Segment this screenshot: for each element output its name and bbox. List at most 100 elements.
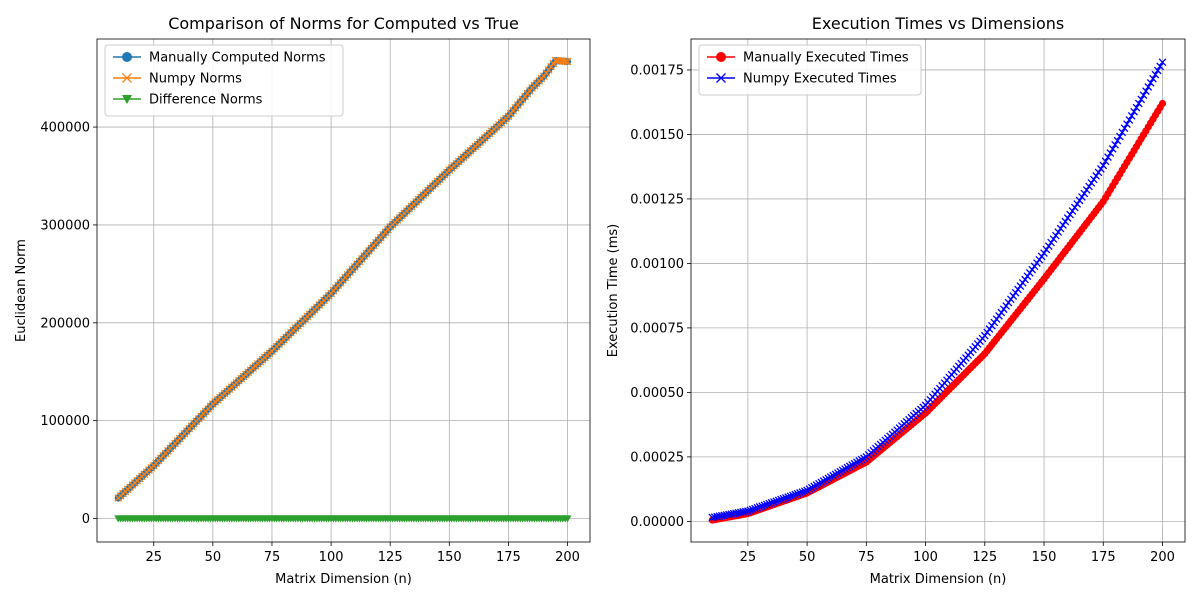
numpy-executed-times-marker xyxy=(1054,228,1063,236)
manually-executed-times-marker xyxy=(1158,99,1167,108)
norms-x-axis-label: Matrix Dimension (n) xyxy=(275,572,412,587)
norms-axes-frame xyxy=(96,38,591,543)
times-x-tick-label: 25 xyxy=(740,550,757,565)
times-chart-title: Execution Times vs Dimensions xyxy=(812,14,1064,33)
manually-computed-norms-legend-marker xyxy=(122,52,132,62)
numpy-norms-legend-label: Numpy Norms xyxy=(149,72,242,87)
numpy-executed-times-marker xyxy=(1021,275,1029,284)
numpy-executed-times-marker xyxy=(1087,179,1096,187)
numpy-executed-times-marker xyxy=(1063,214,1072,222)
numpy-executed-times-marker xyxy=(758,502,766,510)
numpy-executed-times-marker xyxy=(988,321,996,330)
difference-norms-marker xyxy=(563,515,572,523)
numpy-executed-times-marker xyxy=(755,503,764,511)
numpy-executed-times-legend-label: Numpy Executed Times xyxy=(743,72,897,87)
numpy-executed-times-marker xyxy=(1070,203,1079,212)
numpy-norms-marker xyxy=(563,57,572,66)
numpy-executed-times-marker xyxy=(1047,238,1055,247)
norms-chart-title: Comparison of Norms for Computed vs True xyxy=(168,14,519,33)
difference-norms-legend-label: Difference Norms xyxy=(149,93,263,108)
times-x-tick-label: 50 xyxy=(799,550,816,565)
times-x-tick-label: 100 xyxy=(913,550,938,565)
numpy-executed-times-marker xyxy=(774,496,783,505)
numpy-executed-times-marker xyxy=(990,318,999,327)
numpy-executed-times-marker xyxy=(1146,78,1155,87)
numpy-executed-times-marker xyxy=(1080,189,1089,198)
numpy-executed-times-marker xyxy=(1151,70,1160,79)
numpy-executed-times-marker xyxy=(784,493,793,501)
numpy-executed-times-marker xyxy=(1004,298,1013,307)
norms-y-axis-label: Euclidean Norm xyxy=(14,239,29,342)
times-y-tick-label: 0.00000 xyxy=(630,515,684,530)
numpy-executed-times-marker xyxy=(1104,153,1112,162)
numpy-executed-times-marker xyxy=(800,487,809,496)
numpy-executed-times-marker xyxy=(1118,128,1127,137)
numpy-executed-times-marker xyxy=(1082,186,1091,194)
times-y-tick-label: 0.00150 xyxy=(630,128,684,143)
norms-y-tick-label: 0 xyxy=(82,512,90,527)
numpy-executed-times-marker xyxy=(1113,136,1122,145)
times-x-tick-label: 175 xyxy=(1091,550,1116,565)
numpy-executed-times-marker xyxy=(1011,288,1020,297)
numpy-executed-times-legend-marker xyxy=(716,73,726,83)
numpy-executed-times-marker xyxy=(1078,193,1086,201)
numpy-executed-times-marker xyxy=(1018,278,1027,287)
numpy-executed-times-marker xyxy=(1056,224,1065,233)
times-axes-frame xyxy=(690,38,1186,543)
numpy-executed-times-marker xyxy=(770,498,778,506)
manually-computed-norms-legend-label: Manually Computed Norms xyxy=(149,51,326,66)
numpy-executed-times-marker xyxy=(1030,262,1039,271)
numpy-executed-times-marker xyxy=(995,311,1003,320)
numpy-executed-times-marker xyxy=(748,505,757,514)
numpy-executed-times-marker xyxy=(983,328,992,337)
numpy-executed-times-marker xyxy=(1073,200,1082,208)
numpy-executed-times-marker xyxy=(798,488,807,496)
numpy-executed-times-marker xyxy=(1094,168,1103,177)
numpy-executed-times-marker xyxy=(1068,207,1077,215)
times-grid xyxy=(691,39,1185,542)
numpy-executed-times-marker xyxy=(997,308,1006,317)
times-series-markers xyxy=(708,58,1167,524)
numpy-executed-times-marker xyxy=(992,315,1001,323)
times-x-tick-label: 75 xyxy=(858,550,875,565)
numpy-executed-times-marker xyxy=(746,506,755,515)
numpy-executed-times-marker xyxy=(760,501,769,510)
numpy-executed-times-marker xyxy=(1028,265,1037,274)
numpy-executed-times-marker xyxy=(1127,112,1136,120)
norms-y-tick-label: 200000 xyxy=(40,316,90,331)
times-y-tick-label: 0.00025 xyxy=(630,450,684,465)
norms-chart: 25 50 75 100 125 150 175 200 0 100000 200000 300000… xyxy=(14,14,591,587)
numpy-executed-times-marker xyxy=(1049,235,1058,243)
times-y-tick-label: 0.00100 xyxy=(630,257,684,272)
numpy-executed-times-marker xyxy=(1125,116,1134,124)
norms-x-tick-label: 150 xyxy=(437,550,462,565)
numpy-executed-times-marker xyxy=(1130,107,1138,116)
numpy-executed-times-marker xyxy=(1108,145,1117,153)
norms-x-tick-label: 50 xyxy=(205,550,222,565)
numpy-executed-times-marker xyxy=(1061,217,1070,226)
numpy-executed-times-marker xyxy=(1033,259,1041,267)
numpy-executed-times-marker xyxy=(1002,302,1010,310)
numpy-executed-times-marker xyxy=(777,495,785,504)
numpy-executed-times-marker xyxy=(753,503,762,512)
norms-ticks: 25 50 75 100 125 150 175 200 0 100000 200000 300000… xyxy=(40,121,580,565)
numpy-executed-times-marker xyxy=(786,492,795,501)
norms-legend-box xyxy=(104,44,344,117)
manually-executed-times-legend-marker xyxy=(716,52,726,62)
numpy-executed-times-marker xyxy=(1101,157,1110,166)
norms-y-tick-label: 300000 xyxy=(40,218,90,233)
numpy-executed-times-marker xyxy=(796,489,804,497)
numpy-executed-times-marker xyxy=(1132,103,1141,112)
norms-x-tick-label: 125 xyxy=(378,550,403,565)
norms-x-tick-label: 200 xyxy=(555,550,580,565)
numpy-executed-times-marker xyxy=(767,498,776,507)
numpy-executed-times-marker xyxy=(1075,196,1084,205)
difference-norms-legend-marker xyxy=(122,95,132,104)
times-legend-box xyxy=(698,44,922,96)
times-y-tick-label: 0.00050 xyxy=(630,386,684,401)
times-y-tick-label: 0.00075 xyxy=(630,321,684,336)
numpy-norms-legend-marker xyxy=(122,73,132,83)
numpy-executed-times-marker xyxy=(1111,140,1119,149)
times-y-tick-label: 0.00125 xyxy=(630,192,684,207)
